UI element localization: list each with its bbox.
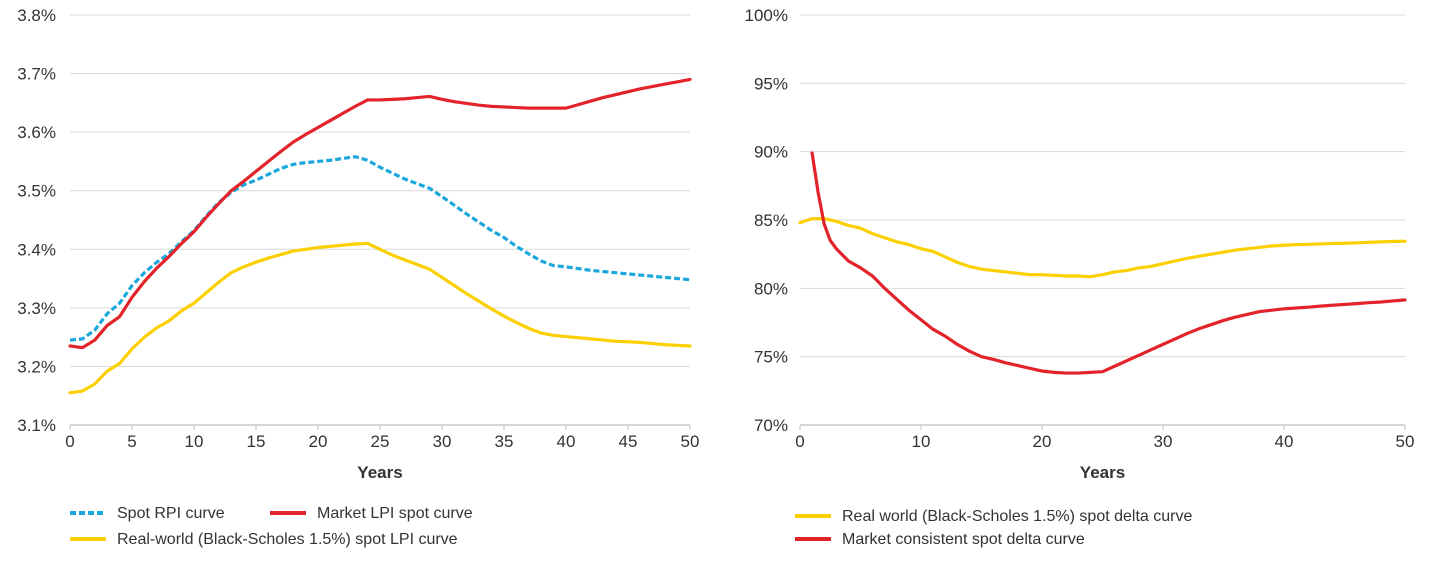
right-y-tick-label: 95% [754, 74, 788, 93]
right-y-tick-label: 85% [754, 211, 788, 230]
right-x-tick-label: 40 [1275, 432, 1294, 451]
right-y-tick-label: 75% [754, 348, 788, 367]
right-series-line-1 [798, 217, 1407, 279]
left-x-tick-label: 50 [681, 432, 700, 451]
right-x-tick-label: 20 [1033, 432, 1052, 451]
left-x-tick-label: 25 [371, 432, 390, 451]
right-series-line-2 [810, 151, 1407, 375]
right-x-axis-title: Years [1080, 463, 1125, 482]
left-x-tick-label: 5 [127, 432, 136, 451]
left-x-tick-label: 40 [557, 432, 576, 451]
left-series-line-2 [68, 77, 692, 350]
right-x-tick-label: 0 [795, 432, 804, 451]
left-x-tick-label: 15 [247, 432, 266, 451]
left-y-tick-label: 3.1% [17, 416, 56, 435]
right-legend-label: Market consistent spot delta curve [842, 531, 1085, 548]
left-y-tick-label: 3.8% [17, 6, 56, 25]
right-y-tick-label: 100% [745, 6, 788, 25]
left-series-line-1 [69, 155, 691, 342]
left-chart: 3.1% 3.2% 3.3% 3.4% 3.5% 3.6% 3.7% 3.8% 0 5 10 15 20… [17, 6, 699, 548]
left-x-axis-title: Years [357, 463, 402, 482]
left-legend-label: Real-world (Black-Scholes 1.5%) spot LPI… [117, 531, 458, 548]
right-x-tick-label: 50 [1396, 432, 1415, 451]
right-y-tick-label: 80% [754, 279, 788, 298]
left-x-tick-label: 30 [433, 432, 452, 451]
right-x-tick-label: 10 [912, 432, 931, 451]
left-y-tick-label: 3.4% [17, 240, 56, 259]
left-legend-label: Market LPI spot curve [317, 505, 473, 522]
left-x-tick-label: 10 [185, 432, 204, 451]
left-y-tick-label: 3.2% [17, 357, 56, 376]
right-chart: 70% 75% 80% 85% 90% 95% 100% 0 10 20 30 40 50 Years Re… [745, 6, 1415, 548]
left-x-tick-label: 35 [495, 432, 514, 451]
right-legend-label: Real world (Black-Scholes 1.5%) spot del… [842, 508, 1192, 525]
left-x-tick-label: 45 [619, 432, 638, 451]
right-x-tick-label: 30 [1154, 432, 1173, 451]
left-x-tick-label: 0 [65, 432, 74, 451]
left-y-tick-label: 3.6% [17, 123, 56, 142]
right-y-tick-label: 70% [754, 416, 788, 435]
left-y-tick-label: 3.3% [17, 299, 56, 318]
left-x-tick-label: 20 [309, 432, 328, 451]
right-y-tick-label: 90% [754, 143, 788, 162]
left-y-tick-label: 3.7% [17, 65, 56, 84]
left-y-tick-label: 3.5% [17, 182, 56, 201]
left-legend-label: Spot RPI curve [117, 505, 225, 522]
left-series-line-3 [68, 241, 692, 395]
